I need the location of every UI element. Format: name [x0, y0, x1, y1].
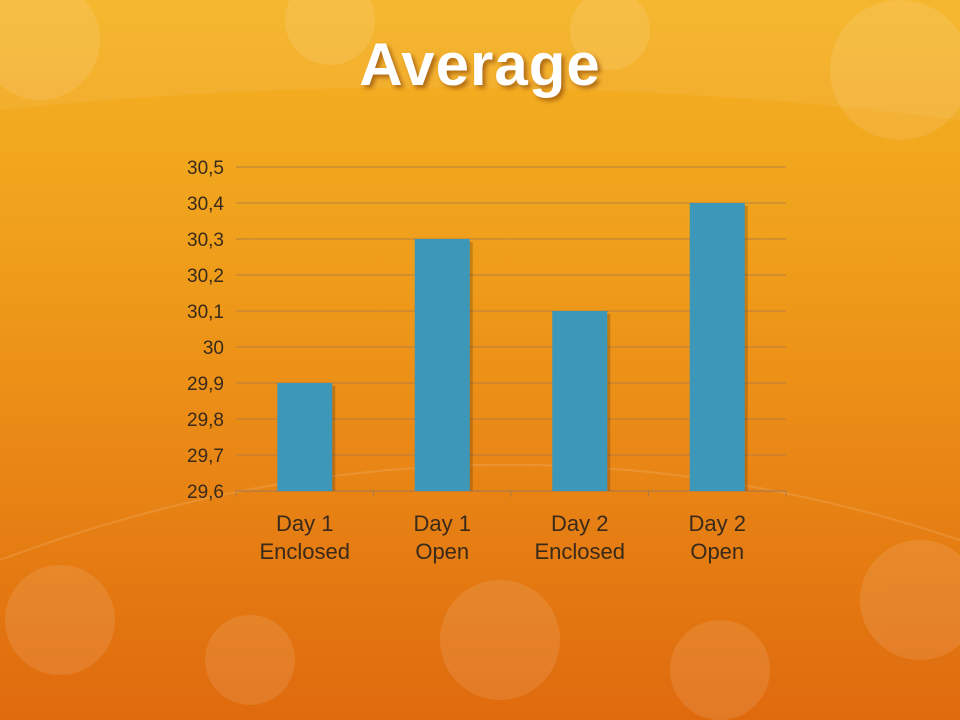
x-category-label-line: Day 2 [689, 511, 746, 536]
y-tick-label: 30,3 [187, 230, 224, 251]
bar [552, 311, 608, 491]
x-category-label-line: Open [690, 539, 744, 564]
x-category-label-line: Open [415, 539, 469, 564]
bar [689, 203, 745, 491]
x-category-label-line: Enclosed [534, 539, 625, 564]
bar [414, 239, 470, 491]
y-tick-label: 30,4 [187, 194, 224, 215]
x-category-label-line: Day 2 [551, 511, 608, 536]
x-category-label-line: Day 1 [414, 511, 471, 536]
bar [277, 383, 333, 491]
x-category-label: Day 1 Enclosed [259, 511, 350, 564]
x-category-label: Day 2 Open [689, 511, 746, 564]
x-category-label-line: Enclosed [259, 539, 350, 564]
x-category-label: Day 1 Open [414, 511, 471, 564]
y-tick-label: 29,6 [187, 482, 224, 503]
slide-title: Average [359, 31, 601, 98]
y-tick-label: 29,8 [187, 410, 224, 431]
y-tick-label: 30,5 [187, 158, 224, 179]
y-tick-label: 30,1 [187, 302, 224, 323]
y-tick-label: 30,2 [187, 266, 224, 287]
x-category-label-line: Day 1 [276, 511, 333, 536]
y-tick-label: 29,9 [187, 374, 224, 395]
y-tick-label: 29,7 [187, 446, 224, 467]
x-category-label: Day 2 Enclosed [534, 511, 625, 564]
y-tick-label: 30 [203, 338, 224, 359]
